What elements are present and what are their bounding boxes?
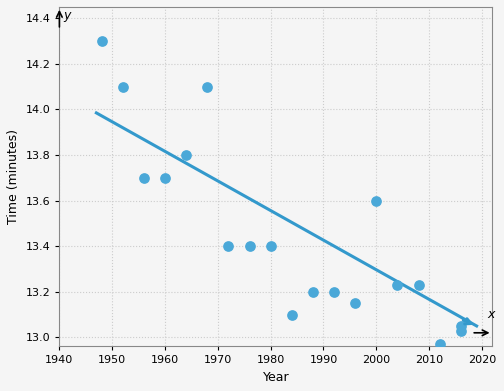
Point <box>435 341 444 347</box>
X-axis label: Year: Year <box>263 371 289 384</box>
Point <box>393 282 401 288</box>
Point <box>351 300 359 306</box>
Point <box>288 312 296 318</box>
Point <box>372 197 381 204</box>
Point <box>161 175 169 181</box>
Point <box>119 84 127 90</box>
Point <box>330 289 338 295</box>
Y-axis label: Time (minutes): Time (minutes) <box>7 129 20 224</box>
Point <box>203 84 211 90</box>
Point <box>245 243 254 249</box>
Text: y: y <box>64 9 71 22</box>
Point <box>224 243 232 249</box>
Point <box>457 323 465 329</box>
Text: x: x <box>487 308 494 321</box>
Point <box>457 327 465 334</box>
Point <box>140 175 148 181</box>
Point <box>98 38 106 44</box>
Point <box>182 152 190 158</box>
Point <box>267 243 275 249</box>
Point <box>414 282 422 288</box>
Point <box>309 289 317 295</box>
